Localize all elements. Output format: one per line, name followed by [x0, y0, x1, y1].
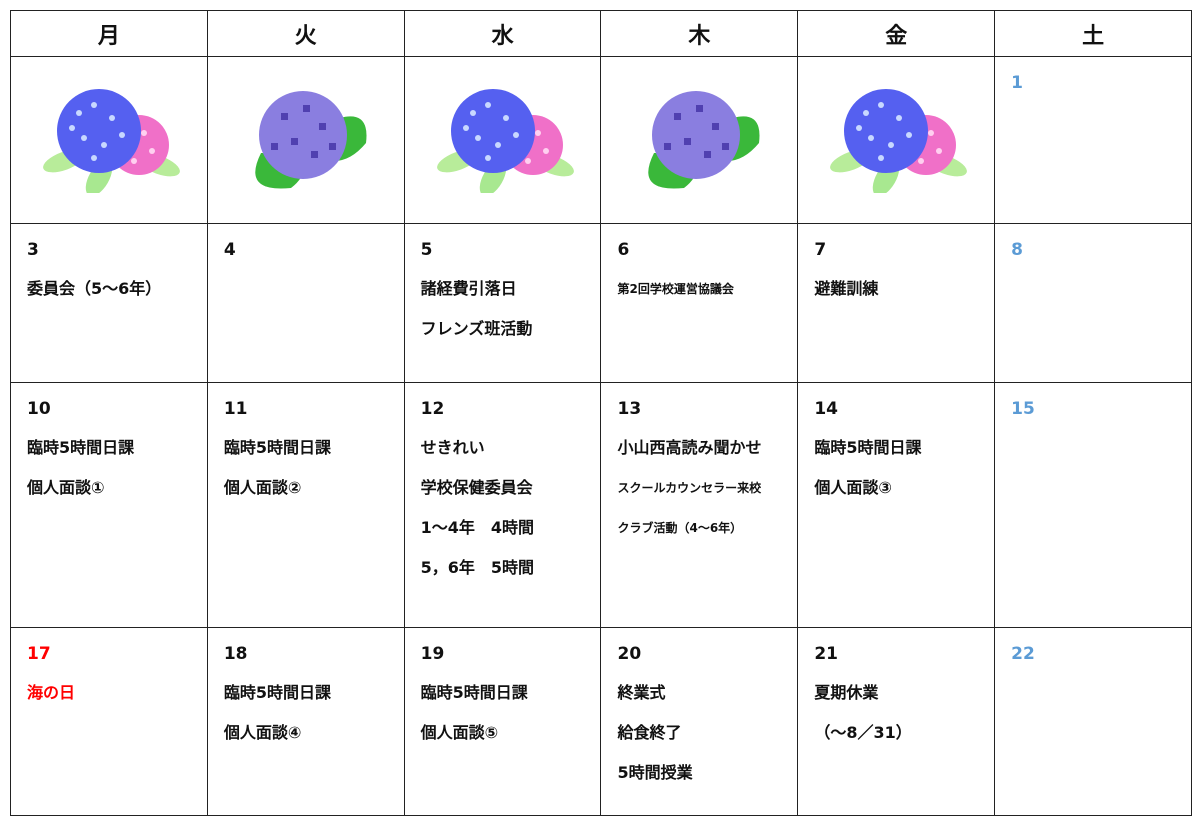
event: 臨時5時間日課	[223, 683, 331, 702]
hydrangea-illustration	[34, 83, 184, 193]
week-row: 10 臨時5時間日課 個人面談① 11 臨時5時間日課 個人面談② 12 せきれい 学校保健委員…	[10, 382, 1192, 628]
weekday-header: 金	[797, 10, 996, 57]
header-row: 月火水木金土	[10, 10, 1192, 57]
day-number: 15	[1011, 399, 1035, 419]
day-number: 6	[617, 240, 630, 260]
event: 1～4年 4時間	[420, 518, 535, 537]
event: 個人面談②	[223, 478, 302, 497]
day-cell	[600, 56, 799, 224]
day-cell: 4	[206, 223, 405, 383]
calendar: 月火水木金土 1 3 委員会（5～6年） 4 5 諸経費引落日 フレンズ班活動 6 第2回学校運…	[10, 10, 1192, 816]
event: フレンズ班活動	[420, 319, 533, 338]
day-cell: 11 臨時5時間日課 個人面談②	[206, 382, 405, 628]
event: 第2回学校運営協議会	[617, 282, 734, 296]
day-cell	[206, 56, 405, 224]
day-cell: 21 夏期休業 （～8／31）	[797, 627, 996, 816]
day-cell: 14 臨時5時間日課 個人面談③	[797, 382, 996, 628]
day-cell: 3 委員会（5～6年）	[10, 223, 208, 383]
day-number: 18	[223, 644, 248, 664]
day-cell: 5 諸経費引落日 フレンズ班活動	[403, 223, 602, 383]
day-cell: 13 小山西高読み聞かせスクールカウンセラー来校 クラブ活動（4～6年）	[600, 382, 799, 628]
day-cell: 22	[994, 627, 1192, 816]
event: （～8／31）	[814, 723, 912, 742]
event: 委員会（5～6年）	[27, 279, 162, 298]
event: 個人面談①	[27, 478, 105, 497]
calendar-body: 1 3 委員会（5～6年） 4 5 諸経費引落日 フレンズ班活動 6 第2回学校運営協議会 7 避難…	[10, 56, 1192, 816]
day-number: 14	[814, 399, 838, 419]
day-cell: 17 海の日	[10, 627, 208, 816]
event: 給食終了	[617, 723, 682, 742]
day-cell: 18 臨時5時間日課 個人面談④	[206, 627, 405, 816]
weekday-header: 木	[600, 10, 799, 57]
day-number: 22	[1011, 644, 1035, 664]
event: スクールカウンセラー来校	[617, 481, 762, 495]
event: 学校保健委員会	[420, 478, 533, 497]
day-number: 13	[617, 399, 642, 419]
day-cell	[797, 56, 996, 224]
day-number: 8	[1011, 240, 1023, 260]
event: 臨時5時間日課	[27, 438, 135, 457]
event: 臨時5時間日課	[814, 438, 922, 457]
day-cell: 6 第2回学校運営協議会	[600, 223, 799, 383]
event: 諸経費引落日	[420, 279, 517, 298]
week-row: 1	[10, 56, 1192, 224]
hydrangea-illustration	[428, 83, 578, 193]
event: 個人面談③	[814, 478, 892, 497]
day-number: 1	[1011, 73, 1023, 93]
event: せきれい	[420, 438, 485, 457]
day-number: 20	[617, 644, 642, 664]
day-number: 10	[27, 399, 51, 419]
weekday-header: 水	[403, 10, 602, 57]
event: クラブ活動（4～6年）	[617, 521, 743, 535]
event: 個人面談④	[223, 723, 302, 742]
day-number: 19	[420, 644, 445, 664]
event: 臨時5時間日課	[420, 683, 528, 702]
event: 臨時5時間日課	[223, 438, 331, 457]
day-cell: 10 臨時5時間日課 個人面談①	[10, 382, 208, 628]
day-cell: 19 臨時5時間日課 個人面談⑤	[403, 627, 602, 816]
day-number: 21	[814, 644, 838, 664]
week-row: 3 委員会（5～6年） 4 5 諸経費引落日 フレンズ班活動 6 第2回学校運営協議会 7 避難訓…	[10, 223, 1192, 383]
day-cell: 12 せきれい学校保健委員会 1～4年 4時間 5，6年 5時間	[403, 382, 602, 628]
event: 5，6年 5時間	[420, 558, 535, 577]
day-cell: 1	[994, 56, 1192, 224]
event: 終業式	[617, 683, 666, 702]
day-number: 7	[814, 240, 827, 260]
event: 小山西高読み聞かせ	[617, 438, 762, 457]
day-cell: 15	[994, 382, 1192, 628]
hydrangea-illustration	[231, 83, 381, 193]
hydrangea-illustration	[624, 83, 774, 193]
day-cell: 7 避難訓練	[797, 223, 996, 383]
day-number: 3	[27, 240, 39, 260]
day-cell	[403, 56, 602, 224]
day-cell: 8	[994, 223, 1192, 383]
week-row: 17 海の日 18 臨時5時間日課 個人面談④ 19 臨時5時間日課 個人面談⑤ 20 終業式 給食…	[10, 627, 1192, 816]
event: 夏期休業	[814, 683, 879, 702]
day-number: 11	[223, 399, 248, 419]
event: 避難訓練	[814, 279, 879, 298]
hydrangea-illustration	[821, 83, 971, 193]
event: 海の日	[27, 683, 76, 702]
event: 個人面談⑤	[420, 723, 499, 742]
day-number: 12	[420, 399, 445, 419]
weekday-header: 火	[206, 10, 405, 57]
day-cell	[10, 56, 208, 224]
event: 5時間授業	[617, 763, 693, 782]
day-number: 17	[27, 644, 51, 664]
day-cell: 20 終業式給食終了 5時間授業	[600, 627, 799, 816]
weekday-header: 月	[10, 10, 208, 57]
weekday-header: 土	[994, 10, 1192, 57]
day-number: 4	[223, 240, 236, 260]
day-number: 5	[420, 240, 433, 260]
